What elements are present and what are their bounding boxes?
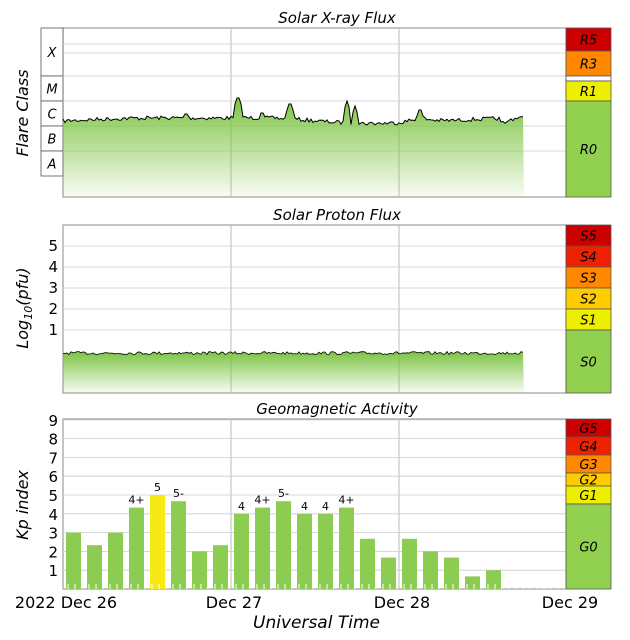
proton-scale-label: S5 [580, 230, 597, 245]
kp-ytick-label: 9 [48, 412, 58, 430]
kp-ytick-label: 7 [48, 449, 58, 467]
flare-class-label: C [47, 108, 57, 123]
xray-flux-fill [63, 98, 524, 197]
kp-bar-label: 5- [173, 487, 184, 500]
flare-class-label: X [47, 46, 58, 61]
kp-ytick-label: 2 [48, 543, 58, 561]
kp-bar-label: 4+ [254, 494, 270, 507]
proton-scale-label: S3 [580, 272, 597, 287]
proton-ytick-label: 5 [48, 237, 58, 255]
time-tick-label: Dec 28 [374, 593, 430, 612]
kp-bar [318, 513, 333, 589]
kp-bar [423, 551, 438, 589]
time-tick-label: Dec 27 [206, 593, 262, 612]
kp-bar-label: 4 [322, 500, 329, 513]
time-axis: 2022 Dec 26 Dec 27 Dec 28 Dec 29 Universal T… [15, 593, 598, 633]
kp-bar-label: 4+ [338, 494, 354, 507]
xray-ylabel: Flare Class [13, 69, 32, 156]
xray-scale-label: R3 [580, 58, 597, 73]
kp-scale-g0 [565, 503, 612, 590]
kp-ytick-label: 3 [48, 525, 58, 543]
proton-scale-label: S2 [580, 293, 597, 308]
kp-ylabel: Kp index [13, 470, 32, 540]
kp-scale-label: G3 [579, 458, 597, 473]
kp-ytick-label: 8 [48, 431, 58, 449]
proton-scale-label: S4 [580, 251, 597, 266]
proton-ytick-label: 2 [48, 300, 58, 318]
time-tick-label: Dec 29 [542, 593, 598, 612]
kp-bar [381, 557, 396, 589]
kp-bar [66, 532, 81, 589]
proton-panel: Solar Proton Flux 5 4 3 2 1 Log10(pfu) S5 S4 S3 S2… [13, 206, 612, 394]
kp-bar [402, 538, 417, 589]
kp-bar [339, 507, 354, 589]
kp-bar [276, 501, 291, 589]
kp-bar [129, 507, 144, 589]
kp-ytick-label: 5 [48, 487, 58, 505]
proton-scale-s0 [565, 329, 612, 394]
proton-flux-line [62, 350, 524, 356]
xray-scale-r0 [565, 100, 612, 198]
xray-scale-label: R1 [580, 85, 597, 100]
xray-scale- [565, 75, 612, 82]
kp-bar [213, 545, 228, 589]
kp-bar [444, 557, 459, 589]
kp-bar [150, 495, 165, 589]
kp-bar-label: 4 [301, 500, 308, 513]
proton-ytick-label: 4 [48, 258, 58, 276]
flare-class-label: B [48, 133, 57, 148]
xray-title: Solar X-ray Flux [278, 9, 396, 27]
kp-bar-label: 5 [154, 481, 161, 494]
time-axis-label: Universal Time [253, 613, 380, 633]
xray-scale-r3 [565, 50, 612, 77]
kp-bar [255, 507, 270, 589]
proton-ylabel: Log10(pfu) [13, 267, 35, 348]
flare-class-label: A [47, 158, 57, 173]
proton-flux-fill [63, 351, 524, 393]
xray-flux-line [62, 97, 524, 126]
kp-bar-label: 4+ [128, 494, 144, 507]
kp-scale-label: G0 [579, 541, 597, 556]
kp-bar [192, 551, 207, 589]
kp-scale-label: G5 [579, 422, 597, 437]
kp-title: Geomagnetic Activity [256, 400, 419, 418]
proton-scale-label: S0 [580, 356, 597, 371]
kp-scale-label: G2 [579, 474, 597, 489]
kp-bar [486, 570, 501, 589]
kp-ytick-label: 4 [48, 506, 58, 524]
kp-scale-label: G4 [579, 440, 597, 455]
proton-scale-label: S1 [580, 314, 597, 329]
kp-bar [465, 576, 480, 589]
kp-bar [171, 501, 186, 589]
kp-ytick-label: 6 [48, 468, 58, 486]
kp-bar [108, 532, 123, 589]
kp-bar-label: 5- [278, 487, 289, 500]
proton-ytick-label: 1 [48, 321, 58, 339]
kp-bar-label: 4 [238, 500, 245, 513]
time-tick-label: 2022 Dec 26 [15, 593, 117, 612]
xray-scale-label: R5 [580, 34, 597, 49]
kp-bar [234, 513, 249, 589]
flare-class-label: M [46, 83, 57, 98]
kp-ytick-label: 1 [48, 562, 58, 580]
kp-scale-label: G1 [579, 489, 597, 504]
kp-bar [87, 545, 102, 589]
xray-scale-label: R0 [580, 143, 597, 158]
kp-bar [297, 513, 312, 589]
kp-plot-area [62, 418, 567, 590]
proton-title: Solar Proton Flux [273, 206, 401, 224]
proton-ytick-label: 3 [48, 279, 58, 297]
kp-bar [360, 538, 375, 589]
